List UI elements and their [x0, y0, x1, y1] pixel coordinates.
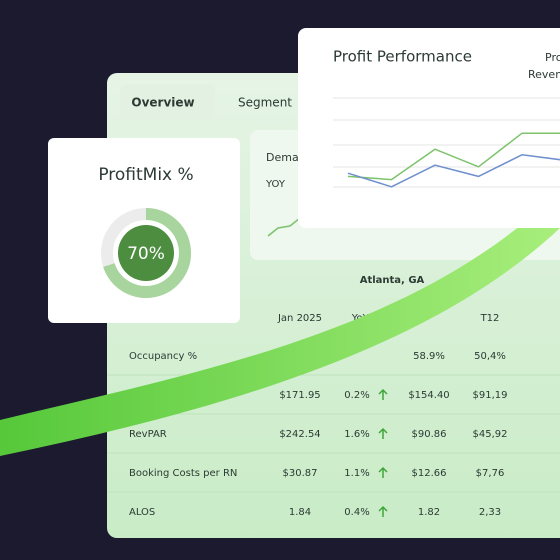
card-title: Profit Performance [333, 48, 472, 66]
demand-subtitle: YOY [265, 179, 286, 190]
cell: 2,33 [479, 507, 501, 518]
profit-performance-card: Profit Performance Profit Revenue [298, 28, 560, 228]
cell: $12.66 [412, 468, 447, 479]
cell: $90.86 [412, 429, 447, 440]
cell: $242.54 [279, 429, 320, 440]
row-label: ALOS [129, 507, 155, 518]
series-line [347, 154, 560, 188]
up-arrow-icon [378, 466, 388, 478]
table-location: Atlanta, GA [360, 275, 425, 286]
cell: 50,4% [474, 351, 506, 362]
cell: $171.95 [279, 390, 320, 401]
donut-arc [103, 208, 191, 298]
profit-mix-card: ProfitMix % 70% [48, 138, 240, 323]
up-arrow-icon [378, 505, 388, 517]
column-header: T12 [480, 313, 500, 324]
row-label: RevPAR [129, 429, 167, 440]
card-title: ProfitMix % [98, 165, 193, 185]
decorative-swoosh [0, 190, 560, 456]
up-arrow-icon [378, 427, 388, 439]
cell: 1.1% [344, 468, 369, 479]
column-header: Jan 2025 [277, 313, 322, 324]
legend-entry: Profit [545, 51, 560, 64]
cell: 58.9% [413, 351, 445, 362]
up-arrow-icon [378, 388, 388, 400]
cell: 0.2% [344, 390, 369, 401]
cell: $7,76 [476, 468, 505, 479]
sparkline [267, 217, 301, 237]
row-label: Booking Costs per RN [129, 468, 237, 479]
row-label: Occupancy % [129, 351, 197, 362]
series-line [347, 132, 560, 181]
cell: $45,92 [473, 429, 508, 440]
cell: 1.84 [289, 507, 311, 518]
tab-active-bg [120, 84, 215, 120]
donut-center [118, 225, 174, 281]
legend-entry: Revenue [528, 68, 560, 81]
donut-label: 70% [127, 244, 165, 264]
tab[interactable]: Segment [238, 96, 292, 110]
cell: $30.87 [283, 468, 318, 479]
tab[interactable]: Overview [131, 96, 194, 110]
cell: 1.6% [344, 429, 369, 440]
cell: 0.4% [344, 507, 369, 518]
cell: 1.82 [418, 507, 440, 518]
cell: $91,19 [473, 390, 508, 401]
cell: $154.40 [408, 390, 449, 401]
